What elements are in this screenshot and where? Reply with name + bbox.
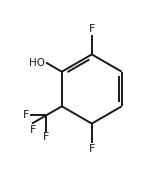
Text: F: F [89,144,95,154]
Text: F: F [30,125,36,135]
Text: F: F [43,132,49,142]
Text: F: F [89,24,95,34]
Text: F: F [23,110,29,120]
Text: HO: HO [29,58,45,68]
